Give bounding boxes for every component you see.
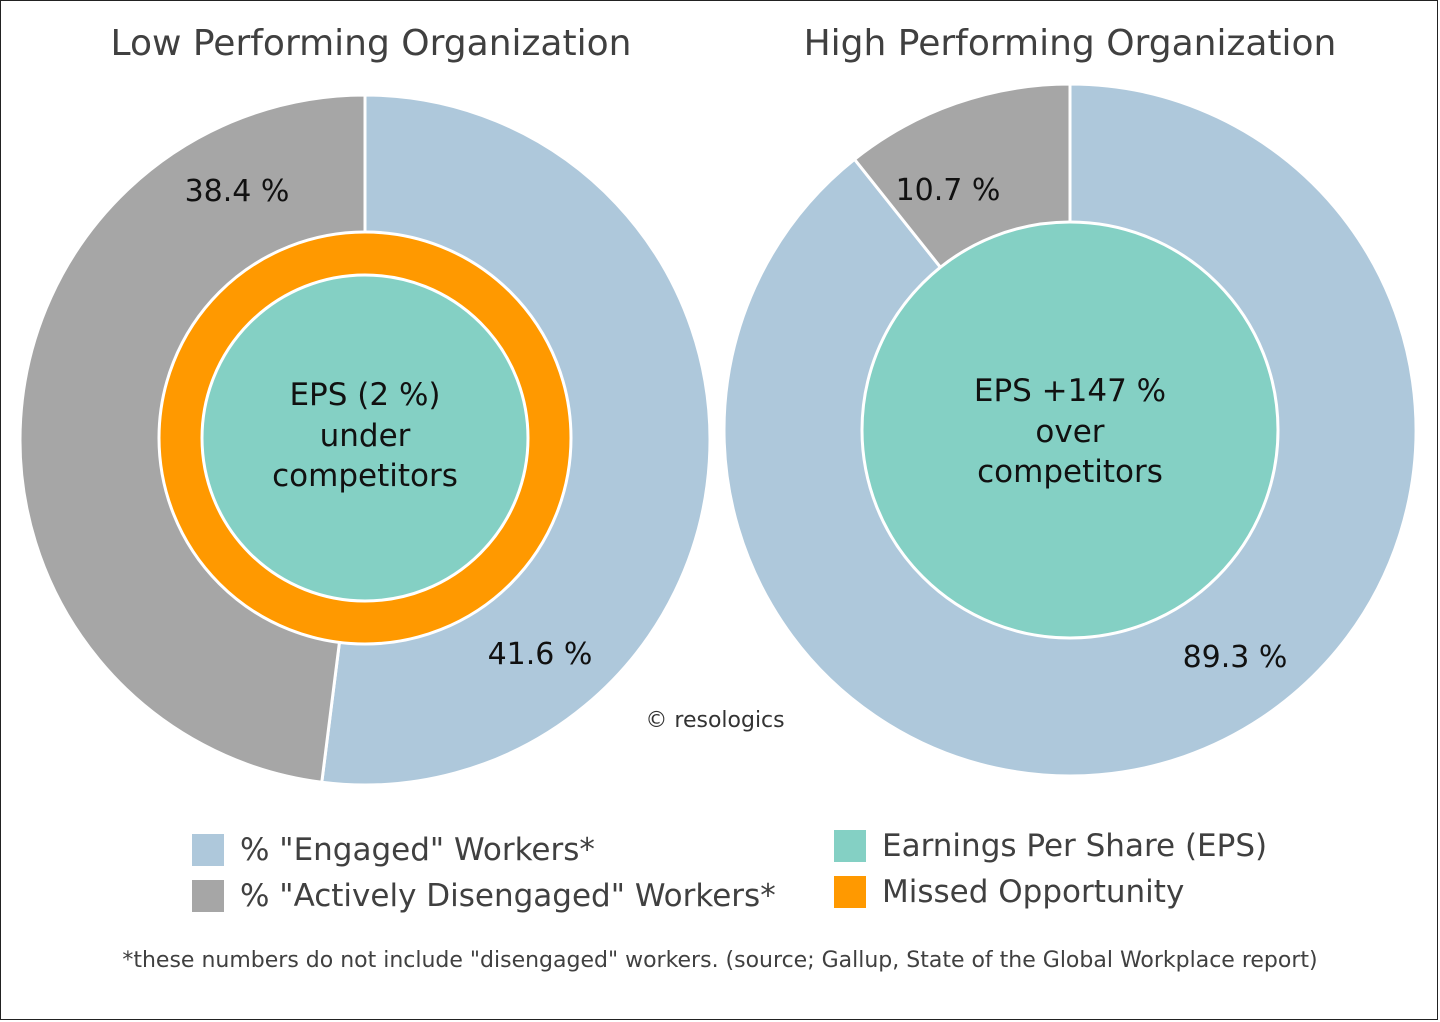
- legend-item-disengaged: % "Actively Disengaged" Workers*: [192, 878, 776, 914]
- center-label-high-line1: EPS +147 %: [974, 373, 1166, 409]
- center-label-high-line3: competitors: [977, 454, 1163, 490]
- legend-swatch-disengaged: [192, 880, 224, 912]
- legend-swatch-engaged: [192, 834, 224, 866]
- legend-label-disengaged: % "Actively Disengaged" Workers*: [240, 878, 776, 914]
- legend-item-engaged: % "Engaged" Workers*: [192, 832, 595, 868]
- legend-item-eps: Earnings Per Share (EPS): [834, 828, 1267, 864]
- center-label-low-line1: EPS (2 %): [289, 377, 440, 413]
- chart-title-high: High Performing Organization: [804, 23, 1337, 64]
- legend-swatch-missed: [834, 876, 866, 908]
- eps-circle-high: [860, 220, 1280, 640]
- legend-label-eps: Earnings Per Share (EPS): [882, 828, 1268, 864]
- center-label-high-line2: over: [1035, 414, 1104, 450]
- footnote: *these numbers do not include "disengage…: [122, 948, 1318, 973]
- copyright-text: © resologics: [645, 708, 784, 733]
- chart-title-low: Low Performing Organization: [111, 23, 632, 64]
- legend-label-engaged: % "Engaged" Workers*: [240, 832, 595, 868]
- data-label-high-disengaged: 10.7 %: [896, 173, 1001, 208]
- slice-high-engaged: [722, 82, 1418, 778]
- data-label-low-disengaged: 38.4 %: [185, 174, 290, 209]
- legend-item-missed: Missed Opportunity: [834, 874, 1184, 910]
- center-label-low-line2: under: [320, 418, 411, 454]
- legend-label-missed: Missed Opportunity: [882, 874, 1185, 910]
- data-label-low-engaged: 41.6 %: [488, 637, 593, 672]
- center-label-low-line3: competitors: [272, 458, 458, 494]
- legend-swatch-eps: [834, 830, 866, 862]
- eps-circle-low: [200, 273, 530, 603]
- data-label-high-engaged: 89.3 %: [1183, 640, 1288, 675]
